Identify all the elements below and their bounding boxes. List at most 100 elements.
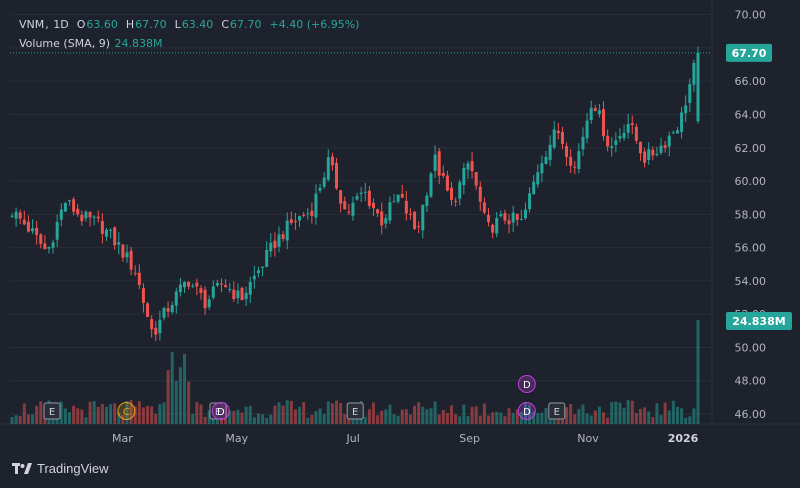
volume-bar	[602, 412, 606, 424]
candle-body	[577, 151, 581, 169]
volume-bar	[146, 405, 150, 424]
candle-body	[392, 201, 396, 203]
candle-body	[606, 135, 610, 147]
volume-bar	[388, 404, 392, 424]
candle-body	[408, 213, 412, 215]
volume-indicator-label[interactable]: Volume (SMA, 9)	[19, 37, 110, 50]
volume-bar	[367, 409, 371, 424]
volume-bar	[437, 414, 441, 424]
volume-bar	[536, 413, 540, 424]
candle-body	[482, 202, 486, 213]
candle-body	[306, 213, 310, 215]
candle-body	[680, 112, 684, 132]
candle-body	[355, 195, 359, 200]
volume-bar	[289, 400, 293, 424]
candle-body	[261, 266, 265, 268]
candle-body	[170, 305, 174, 313]
volume-bar	[692, 408, 696, 424]
close-label: C	[221, 18, 229, 31]
earnings-marker-letter: E	[49, 407, 55, 418]
candle-body	[68, 200, 72, 202]
volume-bar	[540, 412, 544, 424]
time-axis[interactable]: Mar May Jul Sep Nov 2026	[112, 432, 699, 445]
candle-body	[10, 215, 14, 217]
candle-body	[351, 202, 355, 216]
price-tick-label: 48.00	[735, 375, 767, 388]
candle-body	[450, 187, 454, 200]
candle-body	[113, 227, 117, 246]
candle-body	[507, 220, 511, 225]
volume-bar	[618, 402, 622, 424]
tradingview-logo[interactable]: TradingView	[12, 461, 109, 476]
candle-body	[39, 234, 43, 245]
volume-bar	[515, 409, 519, 424]
volume-bar	[207, 410, 211, 424]
volume-bar	[39, 401, 43, 424]
volume-bar	[404, 409, 408, 424]
candle-body	[265, 249, 269, 267]
candle-body	[634, 126, 638, 141]
volume-bar	[68, 412, 72, 424]
candle-body	[298, 216, 302, 221]
volume-bar	[326, 401, 330, 424]
candle-body	[72, 199, 76, 212]
candle-body	[659, 145, 663, 153]
volume-bar	[199, 404, 203, 424]
candle-body	[384, 218, 388, 224]
candle-body	[371, 202, 375, 209]
candle-body	[47, 247, 51, 249]
candle-body	[647, 149, 651, 160]
time-tick-label: Nov	[577, 432, 599, 445]
time-tick-label: Jul	[346, 432, 360, 445]
candle-body	[388, 202, 392, 221]
volume-bar	[18, 415, 22, 424]
volume-bar	[606, 417, 610, 424]
volume-bar	[84, 417, 88, 424]
candle-body	[359, 192, 363, 195]
price-axis[interactable]: 70.0068.0066.0064.0062.0060.0058.0056.00…	[735, 9, 767, 421]
candle-body	[154, 327, 158, 335]
candle-body	[248, 282, 252, 295]
volume-bar	[125, 401, 129, 424]
candle-body	[380, 211, 384, 226]
volume-bar	[429, 408, 433, 424]
event-markers[interactable]: ECEDEDDE	[43, 375, 566, 420]
volume-bar	[236, 409, 240, 424]
volume-bar	[634, 413, 638, 424]
volume-bar	[248, 405, 252, 424]
price-tick-label: 58.00	[735, 208, 767, 221]
ohlc-legend: VNM, 1D O63.60 H67.70 L63.40 C67.70 +4.4…	[19, 18, 360, 31]
volume-bar	[339, 402, 343, 424]
volume-bar	[622, 407, 626, 424]
volume-bar	[166, 370, 170, 424]
earnings-marker-letter: E	[554, 407, 560, 418]
candle-body	[183, 281, 187, 288]
candle-body	[302, 214, 306, 216]
volume-bar	[659, 414, 663, 424]
candle-body	[593, 108, 597, 111]
volume-bar	[330, 403, 334, 424]
volume-bar	[96, 406, 100, 424]
volume-bar	[256, 413, 260, 424]
volume-bar	[318, 408, 322, 424]
candle-body	[618, 135, 622, 139]
candle-body	[59, 209, 63, 220]
earnings-marker-shape	[43, 402, 61, 420]
price-tick-label: 64.00	[735, 108, 767, 121]
tradingview-logo-text: TradingView	[37, 461, 109, 476]
candle-body	[322, 177, 326, 187]
candle-body	[236, 290, 240, 299]
volume-bar	[445, 413, 449, 424]
candle-body	[96, 216, 100, 219]
candle-body	[195, 282, 199, 287]
symbol-name[interactable]: VNM	[19, 18, 45, 31]
volume-bar	[417, 402, 421, 424]
interval[interactable]: 1D	[53, 18, 69, 31]
volume-bar	[137, 401, 141, 424]
candle-body	[277, 234, 281, 247]
time-tick-label: Sep	[459, 432, 480, 445]
volume-bar	[454, 414, 458, 424]
volume-bar	[408, 414, 412, 424]
volume-bar	[240, 412, 244, 424]
